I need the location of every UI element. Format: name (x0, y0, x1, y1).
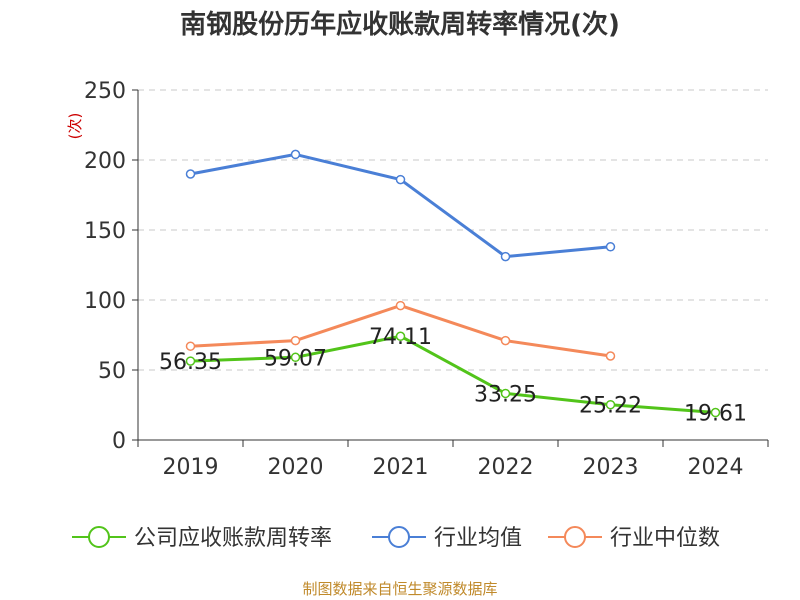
legend-marker (388, 526, 410, 548)
y-tick-label: 250 (84, 79, 126, 104)
chart-title: 南钢股份历年应收账款周转率情况(次) (180, 9, 620, 40)
x-tick-label: 2022 (478, 455, 534, 480)
legend-label: 行业中位数 (610, 526, 720, 551)
data-point[interactable] (395, 174, 406, 185)
legend-marker (88, 526, 110, 548)
x-tick-label: 2019 (163, 455, 219, 480)
data-point[interactable] (500, 251, 511, 262)
data-point[interactable] (290, 149, 301, 160)
x-tick-label: 2021 (373, 455, 429, 480)
series-layer: 56.35 59.07 74.11 33.25 25.22 19.61 (159, 149, 747, 427)
y-tick-label: 100 (84, 289, 126, 314)
data-label: 74.11 (369, 325, 432, 350)
series-2 (185, 300, 616, 361)
legend[interactable]: 公司应收账款周转率 行业均值 行业中位数 (72, 526, 720, 551)
data-label: 33.25 (474, 382, 537, 407)
axes: 0 50 100 150 200 250 2019 2020 2021 2022 2023 2024 (84, 79, 769, 480)
series-0: 56.35 59.07 74.11 33.25 25.22 19.61 (159, 325, 747, 426)
data-label: 59.07 (264, 346, 327, 371)
legend-label: 行业均值 (434, 526, 522, 551)
grid-lines (138, 89, 768, 371)
data-label: 25.22 (579, 394, 642, 419)
data-point[interactable] (185, 356, 196, 366)
series-line (190, 152, 611, 259)
data-point[interactable] (185, 341, 196, 351)
data-point[interactable] (605, 351, 616, 361)
data-label: 56.35 (159, 350, 222, 375)
series-line (190, 334, 716, 414)
data-point[interactable] (500, 388, 511, 399)
legend-item-1[interactable]: 行业均值 (372, 526, 522, 551)
y-tick-label: 50 (98, 359, 126, 384)
legend-marker (564, 526, 586, 548)
x-tick-label: 2020 (268, 455, 324, 480)
series-1 (185, 149, 616, 262)
y-tick-label: 200 (84, 149, 126, 174)
data-point[interactable] (290, 335, 301, 346)
data-point[interactable] (605, 399, 616, 410)
y-tick-label: 150 (84, 219, 126, 244)
data-point[interactable] (185, 169, 196, 179)
data-label: 19.61 (684, 402, 747, 427)
source-note: 制图数据来自恒生聚源数据库 (302, 580, 497, 598)
data-point[interactable] (710, 407, 721, 418)
legend-item-2[interactable]: 行业中位数 (548, 526, 720, 551)
legend-item-0[interactable]: 公司应收账款周转率 (72, 526, 332, 551)
data-point[interactable] (395, 331, 406, 341)
data-point[interactable] (290, 352, 301, 363)
x-tick-label: 2024 (688, 455, 744, 480)
x-tick-label: 2023 (583, 455, 639, 480)
legend-label: 公司应收账款周转率 (134, 526, 332, 551)
data-point[interactable] (500, 335, 511, 346)
y-axis-label: (次) (66, 113, 84, 140)
data-point[interactable] (395, 300, 406, 311)
y-tick-label: 0 (112, 429, 126, 454)
data-point[interactable] (605, 242, 616, 252)
